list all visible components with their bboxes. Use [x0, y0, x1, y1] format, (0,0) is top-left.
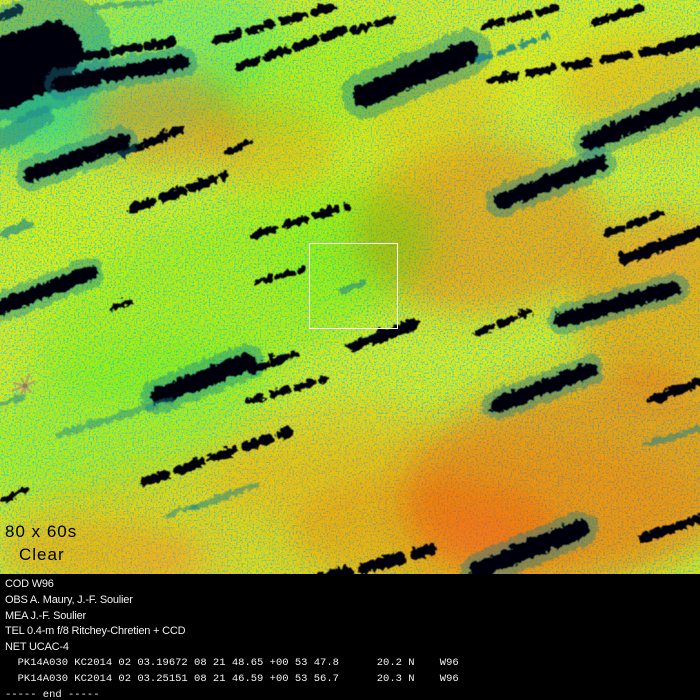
observation-report: COD W96 OBS A. Maury, J.-F. Soulier MEA … [0, 574, 700, 700]
ccd-image[interactable]: 80 x 60s Clear [0, 0, 700, 574]
observation-line: PK14A030 KC2014 02 03.25151 08 21 46.59 … [5, 672, 459, 685]
report-line-cod: COD W96 [5, 578, 54, 590]
ccd-noise-canvas [0, 0, 700, 574]
star-trails [0, 0, 700, 574]
filter-label: Clear [19, 545, 65, 564]
report-line-net: NET UCAC-4 [5, 641, 69, 654]
exposure-label: 80 x 60s [5, 522, 78, 541]
report-line-obs: OBS A. Maury, J.-F. Soulier [5, 593, 133, 606]
observation-line: PK14A030 KC2014 02 03.19672 08 21 48.65 … [5, 656, 459, 669]
report-line-end: ----- end ----- [5, 688, 100, 700]
report-line-tel: TEL 0.4-m f/8 Ritchey-Chretien + CCD [5, 625, 186, 638]
target-marker-box [309, 243, 398, 329]
artifact-star-marker [11, 373, 36, 396]
report-line-mea: MEA J.-F. Soulier [5, 609, 86, 622]
